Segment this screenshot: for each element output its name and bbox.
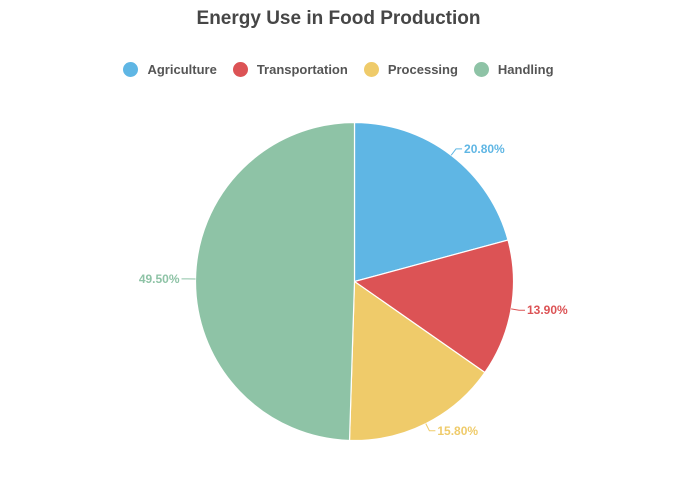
data-label-handling: 49.50%: [139, 272, 180, 286]
chart-title: Energy Use in Food Production: [196, 8, 481, 29]
legend-marker-processing: [363, 62, 379, 77]
legend-item-transportation[interactable]: Transportation: [230, 62, 351, 77]
legend-label-processing: Processing: [387, 62, 458, 77]
leader-line-transportation: [511, 308, 526, 311]
legend-item-processing[interactable]: Processing: [361, 62, 461, 77]
data-label-transportation: 13.90%: [527, 303, 568, 317]
legend-marker-handling: [473, 62, 489, 77]
legend-label-handling: Handling: [497, 62, 554, 77]
legend-label-transportation: Transportation: [256, 62, 348, 77]
leader-line-agriculture: [450, 148, 463, 156]
legend-item-handling[interactable]: Handling: [471, 62, 557, 77]
legend-marker-transportation: [232, 62, 248, 77]
data-label-agriculture: 20.80%: [464, 142, 505, 156]
legend-marker-agriculture: [123, 62, 139, 77]
legend-item-agriculture[interactable]: Agriculture: [120, 62, 219, 77]
pie-slice-handling[interactable]: [194, 121, 356, 442]
chart-legend: Agriculture Transportation Processing Ha…: [0, 62, 677, 77]
leader-line-processing: [425, 423, 436, 432]
legend-label-agriculture: Agriculture: [147, 62, 217, 77]
data-label-processing: 15.80%: [437, 424, 478, 438]
